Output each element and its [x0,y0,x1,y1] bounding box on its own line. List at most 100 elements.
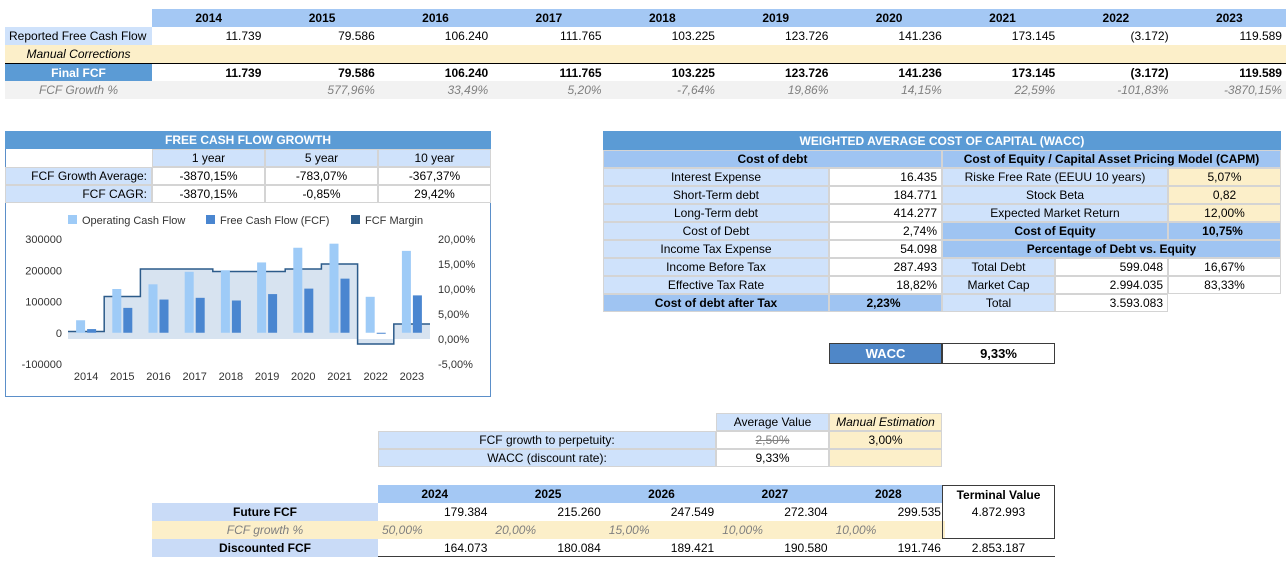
growth-average-10y: -367,37% [378,167,491,185]
equity-row-value[interactable]: 0,82 [1168,186,1281,204]
right-axis-tick: 0,00% [438,334,469,346]
debt-row-label: Cost of Debt [603,222,829,240]
cost-of-equity-label: Cost of Equity [942,222,1168,240]
growth-row-value[interactable]: 50,00% [378,521,492,539]
pct-row-label: Total Debt [942,258,1055,276]
equity-row-value[interactable]: 5,07% [1168,168,1281,186]
row-value: 103.225 [605,63,719,81]
operating-cash-flow-bar [76,320,86,333]
row-value: 119.589 [1172,63,1286,81]
row-value: 103.225 [671,29,715,43]
right-axis-tick: 15,00% [438,259,476,271]
row-value: 19,86% [719,81,833,99]
pct-row-value: 3.593.083 [1055,294,1168,312]
future-fcf-value: 215.260 [557,505,601,519]
discount-rate-label: WACC (discount rate): [378,449,716,467]
operating-cash-flow-bar [112,289,122,333]
fcf-margin-line [68,263,430,345]
discount-rate-manual[interactable] [829,449,942,467]
year-header: 2015 [265,9,379,27]
debt-row-label: Short-Term debt [603,186,829,204]
debt-row-value: 2,74% [829,222,942,240]
free-cash-flow-bar [87,329,97,333]
row-value[interactable] [719,45,833,63]
row-value[interactable] [378,45,493,63]
row-value: 79.586 [338,29,375,43]
row-value[interactable] [152,45,266,63]
x-axis-tick: 2023 [400,371,424,383]
cost-of-equity-header: Cost of Equity / Capital Asset Pricing M… [942,150,1281,168]
row-label: Reported Free Cash Flow [5,27,152,45]
debt-row-value: 287.493 [829,258,942,276]
row-value: 141.236 [832,63,946,81]
pct-row-label: Market Cap [942,276,1055,294]
row-value: 119.589 [1239,29,1282,43]
perpetuity-growth-manual[interactable]: 3,00% [829,431,942,449]
row-value: 173.145 [945,63,1060,81]
discount-rate-average: 9,33% [716,449,829,467]
year-header: 2022 [1059,9,1173,27]
growth-row-value[interactable]: 15,00% [604,521,719,539]
future-year-header: 2024 [378,485,492,503]
x-axis-tick: 2017 [182,371,206,383]
x-axis-tick: 2015 [110,371,134,383]
growth-row-value[interactable]: 10,00% [831,521,945,539]
legend-swatch [351,215,360,224]
cagr-1y: -3870,15% [152,185,265,203]
legend-label: Free Cash Flow (FCF) [220,215,329,227]
growth-col-1y: 1 year [152,149,265,167]
terminal-value-spacer [942,521,1055,539]
operating-cash-flow-bar [293,247,303,333]
row-value: 22,59% [945,81,1060,99]
cost-of-equity-value: 10,75% [1168,222,1281,240]
operating-cash-flow-bar [220,270,230,333]
growth-row-label: FCF growth % [152,521,378,539]
cost-of-debt-after-tax-value: 2,23% [829,294,942,312]
year-header: 2020 [832,9,946,27]
equity-row-value[interactable]: 12,00% [1168,204,1281,222]
row-value[interactable] [945,45,1060,63]
growth-average-1y: -3870,15% [152,167,265,185]
free-cash-flow-bar [376,332,386,334]
fcf-margin-area [68,264,430,344]
growth-average-label: FCF Growth Average: [5,167,152,185]
average-value-header: Average Value [716,413,829,431]
row-value[interactable] [265,45,379,63]
cagr-label: FCF CAGR: [5,185,152,203]
growth-row-value[interactable]: 10,00% [718,521,832,539]
cash-flow-chart: 300000 200000 100000 0 -100000 20,00% 15,00% 10… [22,215,476,383]
cost-of-debt-after-tax-label: Cost of debt after Tax [603,294,829,312]
row-value: 106.240 [444,29,489,43]
discounted-fcf-value: 191.746 [831,539,945,557]
row-value: 106.240 [378,63,493,81]
debt-row-label: Income Before Tax [603,258,829,276]
debt-row-value: 54.098 [829,240,942,258]
x-axis-tick: 2019 [255,371,279,383]
row-value[interactable] [1059,45,1173,63]
growth-row-value[interactable]: 20,00% [491,521,605,539]
legend-label: FCF Margin [365,215,423,227]
equity-row-label: Stock Beta [942,186,1168,204]
wacc-result-value: 9,33% [942,343,1055,364]
row-value[interactable] [605,45,719,63]
discounted-fcf-value: 190.580 [718,539,832,557]
equity-row-label: Expected Market Return [942,204,1168,222]
row-value: 11.739 [225,29,262,43]
future-fcf-value: 179.384 [444,505,488,519]
row-value[interactable] [492,45,606,63]
terminal-value-header: Terminal Value [942,485,1055,503]
growth-col-10y: 10 year [378,149,491,167]
row-value[interactable] [832,45,946,63]
right-axis-tick: -5,00% [438,359,473,371]
future-fcf-value: 247.549 [670,505,715,519]
debt-row-value: 414.277 [829,204,942,222]
pct-row-label: Total [942,294,1055,312]
future-year-header: 2026 [604,485,719,503]
future-year-header: 2028 [831,485,945,503]
row-value[interactable] [1172,45,1286,63]
year-header: 2019 [719,9,833,27]
wacc-title: WEIGHTED AVERAGE COST OF CAPITAL (WACC) [603,131,1281,150]
row-value: 111.765 [559,29,602,43]
row-value: (3.172) [1130,29,1169,43]
operating-cash-flow-bar [257,262,267,333]
